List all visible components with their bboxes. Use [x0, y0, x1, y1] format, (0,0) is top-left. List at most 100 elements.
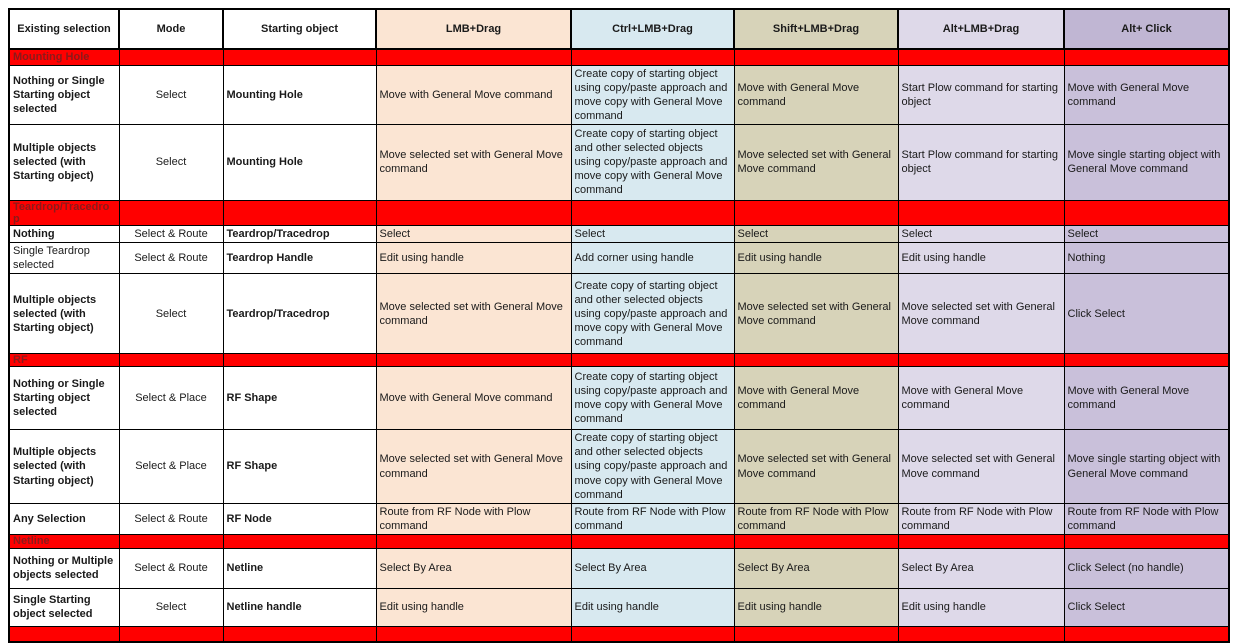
- cell-existing-selection: Any Selection: [8, 502, 120, 535]
- section-filler-cell: [375, 353, 572, 368]
- cell-ctrl-lmb-drag: Create copy of starting object using cop…: [570, 64, 735, 125]
- section-filler-cell: [733, 199, 899, 227]
- cell-mode: Select & Route: [118, 242, 224, 275]
- section-filler-cell: [375, 48, 572, 66]
- cell-mode: Select & Place: [118, 429, 224, 504]
- spacer-row: [8, 625, 1230, 643]
- section-filler-cell: [570, 353, 735, 368]
- cell-starting-object: Teardrop Handle: [222, 242, 377, 275]
- column-header-lmb-drag: LMB+Drag: [375, 8, 572, 50]
- cell-existing-selection: Multiple objects selected (with Starting…: [8, 273, 120, 355]
- cell-existing-selection: Single Teardrop selected: [8, 242, 120, 275]
- section-filler-cell: [1063, 48, 1230, 66]
- section-label: Teardrop/Tracedrop: [8, 199, 120, 227]
- section-filler-cell: [375, 533, 572, 549]
- section-filler-cell: [733, 353, 899, 368]
- cell-existing-selection: Nothing or Multiple objects selected: [8, 547, 120, 589]
- cell-starting-object: Mounting Hole: [222, 64, 377, 125]
- section-filler-cell: [118, 199, 224, 227]
- cell-mode: Select: [118, 587, 224, 627]
- cell-alt-click: Move single starting object with General…: [1063, 123, 1230, 201]
- section-filler-cell: [1063, 353, 1230, 368]
- cell-existing-selection: Nothing: [8, 224, 120, 244]
- cell-alt-click: Route from RF Node with Plow command: [1063, 502, 1230, 535]
- cell-starting-object: Teardrop/Tracedrop: [222, 273, 377, 355]
- section-filler-cell: [570, 48, 735, 66]
- cell-shift-lmb-drag: Route from RF Node with Plow command: [733, 502, 899, 535]
- section-filler-cell: [118, 625, 224, 643]
- cell-starting-object: Teardrop/Tracedrop: [222, 224, 377, 244]
- cell-lmb-drag: Move selected set with General Move comm…: [375, 429, 572, 504]
- cell-shift-lmb-drag: Move with General Move command: [733, 64, 899, 125]
- section-filler-cell: [733, 533, 899, 549]
- cell-shift-lmb-drag: Edit using handle: [733, 242, 899, 275]
- section-filler-cell: [222, 625, 377, 643]
- section-filler-cell: [1063, 199, 1230, 227]
- cell-starting-object: RF Node: [222, 502, 377, 535]
- section-filler-cell: [222, 533, 377, 549]
- cell-shift-lmb-drag: Move selected set with General Move comm…: [733, 429, 899, 504]
- cell-alt-click: Click Select (no handle): [1063, 547, 1230, 589]
- cell-starting-object: Netline handle: [222, 587, 377, 627]
- cell-ctrl-lmb-drag: Route from RF Node with Plow command: [570, 502, 735, 535]
- section-filler-cell: [118, 48, 224, 66]
- section-label: Mounting Hole: [8, 48, 120, 66]
- section-row-rf: RF: [8, 353, 1230, 368]
- section-filler-cell: [222, 48, 377, 66]
- column-header-starting-object: Starting object: [222, 8, 377, 50]
- section-filler-cell: [375, 199, 572, 227]
- cell-mode: Select & Route: [118, 224, 224, 244]
- table-row: Nothing Select & Route Teardrop/Tracedrop S…: [8, 224, 1230, 244]
- section-filler-cell: [897, 625, 1065, 643]
- cell-shift-lmb-drag: Move with General Move command: [733, 366, 899, 431]
- section-filler-cell: [733, 48, 899, 66]
- cell-alt-lmb-drag: Route from RF Node with Plow command: [897, 502, 1065, 535]
- cell-alt-lmb-drag: Edit using handle: [897, 242, 1065, 275]
- cell-shift-lmb-drag: Select: [733, 224, 899, 244]
- section-filler-cell: [1063, 533, 1230, 549]
- cell-ctrl-lmb-drag: Create copy of starting object and other…: [570, 273, 735, 355]
- section-filler-cell: [375, 625, 572, 643]
- cell-ctrl-lmb-drag: Add corner using handle: [570, 242, 735, 275]
- column-header-mode: Mode: [118, 8, 224, 50]
- cell-alt-click: Move single starting object with General…: [1063, 429, 1230, 504]
- cell-shift-lmb-drag: Move selected set with General Move comm…: [733, 273, 899, 355]
- cell-lmb-drag: Edit using handle: [375, 242, 572, 275]
- section-filler-cell: [1063, 625, 1230, 643]
- cell-mode: Select & Route: [118, 547, 224, 589]
- cell-alt-click: Click Select: [1063, 273, 1230, 355]
- cell-ctrl-lmb-drag: Create copy of starting object and other…: [570, 123, 735, 201]
- cell-starting-object: RF Shape: [222, 366, 377, 431]
- cell-lmb-drag: Move with General Move command: [375, 64, 572, 125]
- cell-lmb-drag: Move with General Move command: [375, 366, 572, 431]
- section-row-mounting-hole: Mounting Hole: [8, 48, 1230, 66]
- cell-alt-lmb-drag: Select By Area: [897, 547, 1065, 589]
- column-header-alt-lmb-drag: Alt+LMB+Drag: [897, 8, 1065, 50]
- section-filler-cell: [570, 533, 735, 549]
- section-filler-cell: [222, 353, 377, 368]
- section-filler-cell: [570, 625, 735, 643]
- cell-alt-lmb-drag: Edit using handle: [897, 587, 1065, 627]
- section-filler-cell: [8, 625, 120, 643]
- section-filler-cell: [897, 533, 1065, 549]
- section-filler-cell: [897, 199, 1065, 227]
- cell-existing-selection: Multiple objects selected (with Starting…: [8, 429, 120, 504]
- cell-lmb-drag: Select By Area: [375, 547, 572, 589]
- cell-existing-selection: Nothing or Single Starting object select…: [8, 366, 120, 431]
- section-filler-cell: [118, 533, 224, 549]
- table-row: Multiple objects selected (with Starting…: [8, 123, 1230, 201]
- cell-alt-lmb-drag: Move selected set with General Move comm…: [897, 273, 1065, 355]
- cell-alt-click: Move with General Move command: [1063, 64, 1230, 125]
- cell-mode: Select & Place: [118, 366, 224, 431]
- cell-mode: Select: [118, 273, 224, 355]
- table-row: Any Selection Select & Route RF Node Route …: [8, 502, 1230, 535]
- cell-ctrl-lmb-drag: Edit using handle: [570, 587, 735, 627]
- cell-existing-selection: Single Starting object selected: [8, 587, 120, 627]
- table-row: Nothing or Single Starting object select…: [8, 366, 1230, 431]
- column-header-ctrl-lmb-drag: Ctrl+LMB+Drag: [570, 8, 735, 50]
- cell-existing-selection: Nothing or Single Starting object select…: [8, 64, 120, 125]
- section-filler-cell: [222, 199, 377, 227]
- cell-starting-object: Netline: [222, 547, 377, 589]
- table-row: Nothing or Single Starting object select…: [8, 64, 1230, 125]
